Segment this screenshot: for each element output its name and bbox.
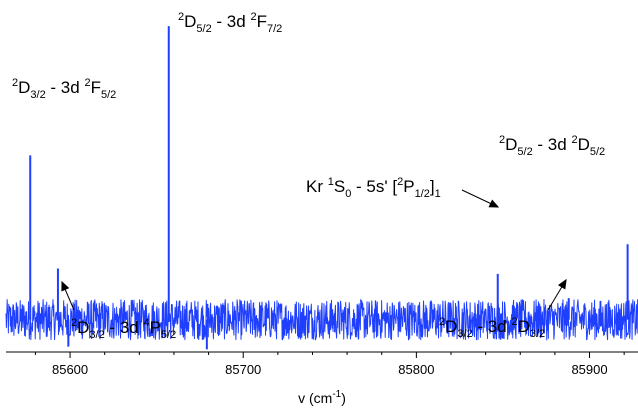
annotation-label: Kr 1S0 - 5s' [2P1/2]1 bbox=[306, 176, 441, 200]
x-tick-label: 85800 bbox=[398, 362, 434, 377]
spectrum-trace bbox=[5, 299, 638, 341]
arrow-head bbox=[61, 280, 70, 292]
annotation-label: 2D5/2 - 3d 2D5/2 bbox=[499, 134, 605, 158]
annotation-label: 2D5/2 - 3d 2F7/2 bbox=[178, 11, 282, 35]
x-tick-label: 85600 bbox=[52, 362, 88, 377]
x-tick-label: 85900 bbox=[571, 362, 607, 377]
annotation-arrows bbox=[61, 189, 567, 311]
annotations: 2D3/2 - 3d 2F5/2 2D5/2 - 3d 2F7/2 2D5/2 - … bbox=[12, 11, 605, 341]
arrow-head bbox=[488, 199, 500, 208]
arrow-head bbox=[557, 278, 567, 290]
x-axis-ticks bbox=[34, 352, 625, 358]
annotation-label: 2D3/2 - 3d 4P5/2 bbox=[71, 317, 176, 341]
x-axis-tick-labels: 85600 85700 85800 85900 bbox=[52, 362, 608, 377]
annotation-label: 2D3/2 - 3d 2F5/2 bbox=[12, 77, 116, 101]
spectral-peaks bbox=[29, 26, 629, 350]
x-axis-title: v (cm-1) bbox=[298, 389, 346, 406]
x-tick-label: 85700 bbox=[225, 362, 261, 377]
annotation-label: 2D3/2 - 3d 2D3/2 bbox=[439, 316, 545, 340]
